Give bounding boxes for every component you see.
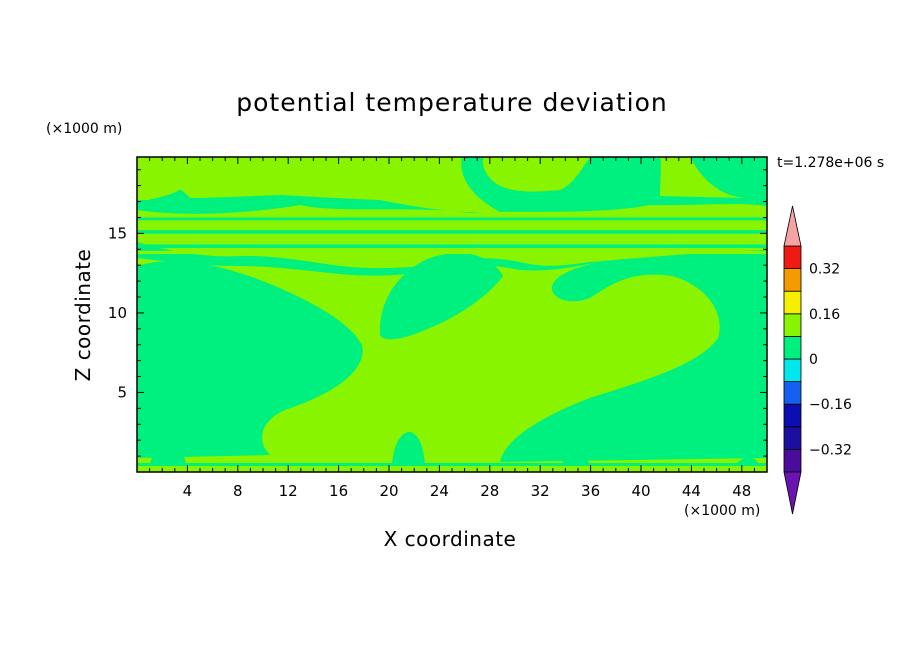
colorbar: −0.32 −0.16 0 0.16 0.32 — [783, 205, 852, 515]
colorbar-tick-label: 0.16 — [809, 307, 840, 323]
colorbar-tick-label: −0.32 — [809, 442, 852, 458]
colorbar-under-triangle — [783, 471, 802, 515]
colorbar-tick-label: 0.32 — [809, 262, 840, 278]
colorbar-segment — [783, 358, 802, 383]
stripe-1 — [137, 223, 767, 228]
colorbar-segment — [783, 290, 802, 315]
x-tick-label: 40 — [631, 482, 650, 500]
contour-region-6 — [392, 432, 425, 466]
colorbar-segment — [783, 313, 802, 337]
contour-region-0 — [137, 261, 363, 458]
colorbar-tick-label: 0 — [809, 352, 818, 368]
x-axis-unit: (×1000 m) — [684, 503, 761, 519]
colorbar-segment — [783, 335, 802, 360]
colorbar-segment — [783, 426, 802, 450]
time-stamp: t=1.278e+06 s — [777, 155, 885, 171]
x-tick-label: 28 — [480, 482, 499, 500]
x-tick-label: 16 — [329, 482, 348, 500]
stripe-0 — [137, 217, 767, 221]
contour-region-1 — [379, 253, 503, 340]
x-tick-label: 32 — [531, 482, 550, 500]
contour-region-upper-left — [137, 173, 188, 200]
colorbar-segment — [783, 403, 802, 428]
colorbar-segment — [783, 381, 802, 405]
stripe-5 — [137, 250, 767, 255]
contour-region-5 — [150, 437, 186, 466]
x-tick-label: 20 — [379, 482, 398, 500]
x-tick-label: 36 — [581, 482, 600, 500]
colorbar-tick-label: −0.16 — [809, 397, 852, 413]
stripe-3 — [137, 238, 767, 243]
x-tick-label: 48 — [732, 482, 751, 500]
contour-field — [137, 157, 767, 472]
x-tick-label: 12 — [279, 482, 298, 500]
stripe-2 — [137, 230, 767, 234]
y-tick-label: 5 — [117, 383, 127, 401]
colorbar-segment — [783, 245, 802, 270]
colorbar-segment — [783, 448, 802, 473]
x-tick-label: 4 — [183, 482, 193, 500]
bottom-layer — [137, 463, 767, 466]
x-axis-label: X coordinate — [383, 527, 517, 551]
colorbar-segment — [783, 268, 802, 292]
contour-region-4 — [137, 242, 767, 276]
contour-region-2 — [500, 257, 767, 462]
stripe-4 — [137, 244, 767, 248]
contour-region-3 — [137, 157, 767, 214]
chart-title: potential temperature deviation — [236, 88, 668, 117]
colorbar-over-triangle — [783, 205, 802, 247]
y-axis-unit: (×1000 m) — [46, 121, 123, 137]
x-tick-label: 44 — [682, 482, 701, 500]
x-tick-label: 8 — [233, 482, 243, 500]
y-tick-label: 10 — [108, 304, 127, 322]
x-tick-label: 24 — [430, 482, 449, 500]
y-axis-label: Z coordinate — [71, 248, 95, 382]
y-tick-label: 15 — [108, 224, 127, 242]
